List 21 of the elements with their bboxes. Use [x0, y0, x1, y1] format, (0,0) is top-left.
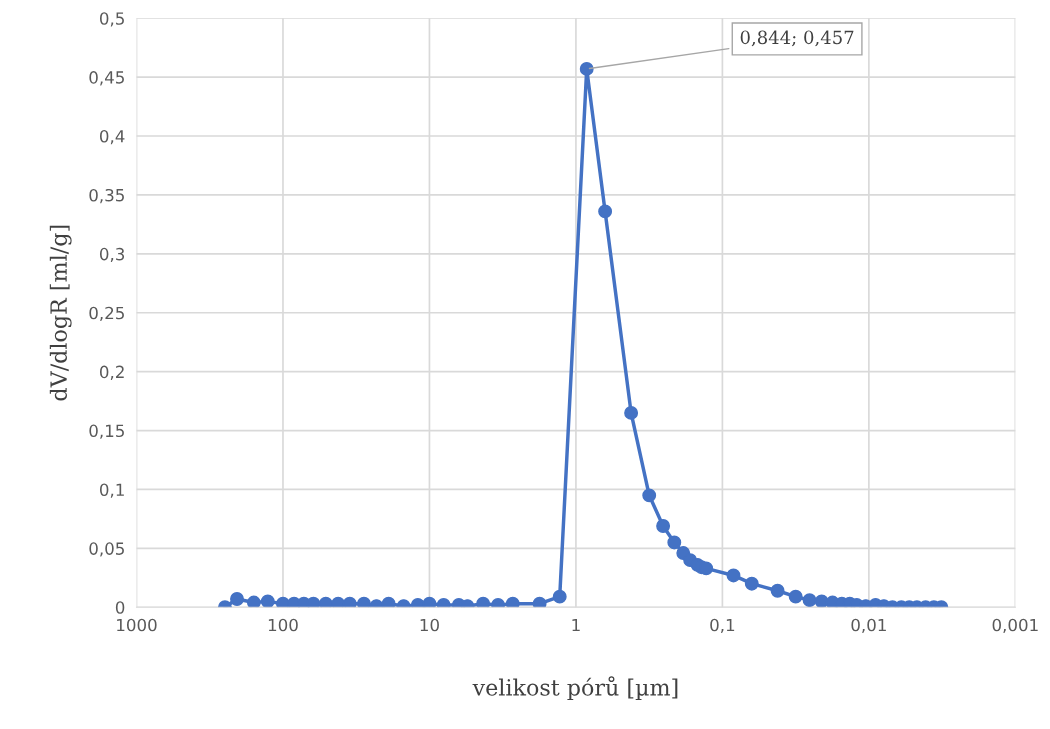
- x-tick-label: 1000: [117, 618, 157, 632]
- y-tick-label: 0,35: [89, 188, 124, 204]
- y-tick-label: 0,15: [89, 424, 124, 439]
- y-tick-label: 0,05: [89, 542, 124, 557]
- x-tick-label: 100: [268, 618, 298, 632]
- y-tick-label: 0: [115, 601, 125, 614]
- y-tick-label: 0,3: [99, 247, 125, 263]
- x-tick-label: 0,001: [992, 618, 1038, 633]
- x-tick-label: 10: [420, 618, 439, 632]
- annotation: 0,844; 0,457: [740, 30, 854, 47]
- y-tick-label: 0,25: [89, 306, 124, 322]
- x-tick-label: 0,01: [851, 618, 886, 633]
- y-axis-title: dV/dlogR [ml/g]: [49, 225, 72, 401]
- x-tick-label: 0,1: [710, 618, 735, 633]
- y-tick-label: 0,1: [99, 483, 124, 498]
- y-tick-label: 0,4: [99, 129, 125, 145]
- y-tick-label: 0,2: [99, 365, 124, 380]
- x-axis-title: velikost pórů [µm]: [472, 676, 678, 701]
- x-tick-label: 1: [572, 618, 580, 632]
- y-tick-label: 0,5: [99, 12, 124, 27]
- y-tick-label: 0,45: [89, 71, 124, 86]
